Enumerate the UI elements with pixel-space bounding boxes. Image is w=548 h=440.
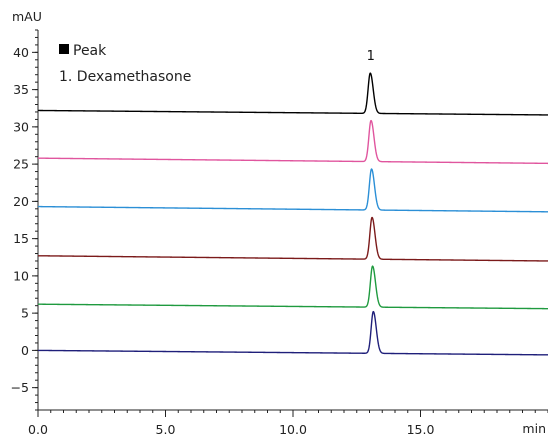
peak-label: 1 (367, 49, 375, 64)
x-tick-label: 15.0 (407, 422, 435, 437)
y-tick-label: 25 (13, 157, 29, 172)
y-tick-label: 40 (13, 45, 29, 60)
chromatogram-trace-5 (37, 119, 548, 165)
y-tick-label: 10 (13, 268, 29, 283)
legend-title: Peak (73, 43, 107, 59)
chromatogram-trace-3 (37, 216, 548, 262)
chromatogram-trace-2 (37, 265, 548, 310)
x-axis-unit-label: min (522, 421, 546, 436)
legend: Peak 1. Dexamethasone (59, 43, 191, 85)
ticks: −5 0 5 10 15 20 25 30 35 40 0.0 5.0 10.0 15.0 (11, 29, 548, 437)
chromatogram-trace-6 (37, 72, 548, 116)
x-tick-label: 0.0 (28, 422, 48, 437)
x-tick-label: 5.0 (156, 422, 176, 437)
legend-entry-dexamethasone: 1. Dexamethasone (59, 69, 191, 85)
y-tick-label: −5 (11, 380, 29, 395)
x-tick-label: 10.0 (279, 422, 307, 437)
y-tick-label: 20 (13, 194, 29, 209)
chromatogram-traces (37, 72, 548, 356)
legend-marker-square (59, 44, 69, 54)
y-tick-label: 5 (21, 306, 29, 321)
y-tick-label: 35 (13, 82, 29, 97)
y-axis-unit-label: mAU (12, 9, 42, 24)
y-tick-label: 15 (13, 231, 29, 246)
y-tick-label: 30 (13, 119, 29, 134)
chromatogram-trace-4 (37, 168, 548, 213)
chromatogram-trace-1 (37, 310, 548, 356)
peak-labels: 1 (367, 49, 375, 64)
y-tick-label: 0 (21, 343, 29, 358)
